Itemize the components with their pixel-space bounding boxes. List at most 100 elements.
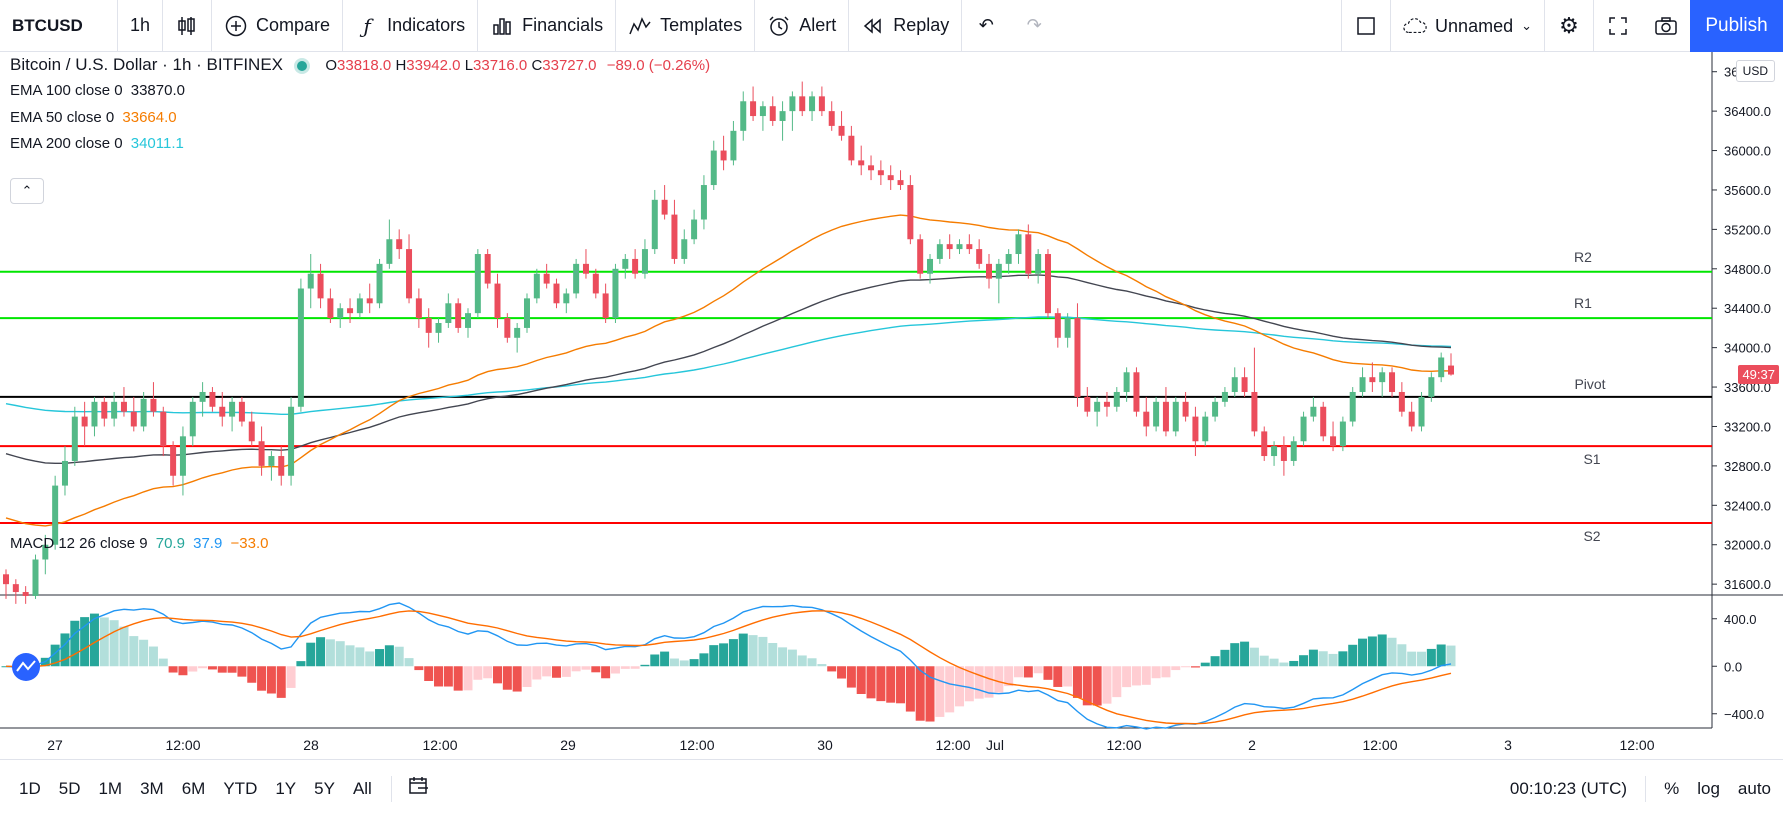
chart-canvas[interactable]: 36800.036400.036000.035600.035200.034800… [0, 52, 1783, 759]
candle[interactable] [1221, 391, 1228, 402]
candle[interactable] [1398, 391, 1405, 412]
undo-button[interactable]: ↶ [962, 0, 1010, 52]
candle[interactable] [671, 214, 678, 259]
candle[interactable] [484, 254, 491, 284]
compare-button[interactable]: Compare [212, 0, 344, 52]
candle[interactable] [1123, 372, 1130, 392]
candle[interactable] [1290, 441, 1297, 461]
candle[interactable] [838, 125, 845, 136]
candle[interactable] [307, 273, 314, 289]
candle[interactable] [120, 401, 127, 412]
candle[interactable] [1074, 318, 1081, 397]
replay-button[interactable]: Replay [849, 0, 963, 52]
candle[interactable] [1448, 365, 1455, 375]
macd-line[interactable] [5, 602, 1452, 730]
interval-button[interactable]: 1h [118, 0, 164, 52]
ema50-line[interactable] [5, 214, 1452, 527]
candle[interactable] [1054, 313, 1061, 338]
candle[interactable] [1418, 396, 1425, 427]
ema200-legend[interactable]: EMA 200 close 0 34011.1 [10, 135, 184, 152]
candle[interactable] [750, 101, 757, 117]
candle[interactable] [238, 401, 245, 422]
fullscreen-button[interactable] [1594, 0, 1642, 52]
candle[interactable] [1339, 421, 1346, 447]
candle[interactable] [229, 401, 236, 417]
candle[interactable] [661, 199, 668, 215]
candle[interactable] [543, 273, 550, 284]
candle[interactable] [455, 303, 462, 328]
candle[interactable] [818, 96, 825, 112]
candle[interactable] [799, 96, 806, 112]
ema200-line[interactable] [5, 316, 1452, 415]
candle[interactable] [170, 446, 177, 476]
candle[interactable] [1320, 406, 1327, 437]
ema100-legend[interactable]: EMA 100 close 0 33870.0 [10, 82, 185, 99]
signal-line[interactable] [5, 610, 1452, 725]
candle[interactable] [150, 398, 157, 412]
candle[interactable] [101, 401, 108, 419]
candle[interactable] [3, 574, 9, 585]
candle[interactable] [140, 398, 147, 427]
layout-name-button[interactable]: Unnamed ⌄ [1391, 0, 1545, 52]
candle[interactable] [71, 416, 78, 461]
candle[interactable] [720, 150, 727, 161]
candle[interactable] [1310, 406, 1317, 417]
candle[interactable] [366, 298, 373, 304]
candle[interactable] [907, 185, 914, 240]
candle[interactable] [268, 456, 275, 466]
alert-button[interactable]: Alert [755, 0, 850, 52]
candle[interactable] [789, 96, 796, 112]
candle[interactable] [1379, 372, 1386, 383]
candle[interactable] [573, 263, 580, 294]
candle[interactable] [209, 391, 216, 407]
candle[interactable] [1369, 377, 1376, 383]
candle[interactable] [622, 258, 629, 269]
candle[interactable] [582, 263, 589, 274]
candle[interactable] [1015, 234, 1022, 255]
candle[interactable] [1172, 401, 1179, 432]
candle[interactable] [1182, 401, 1189, 417]
candle[interactable] [1064, 318, 1071, 338]
candle[interactable] [415, 298, 422, 319]
candle[interactable] [179, 436, 186, 476]
chart-type-button[interactable] [163, 0, 213, 52]
candle[interactable] [946, 244, 953, 250]
candle[interactable] [1143, 411, 1150, 427]
candle[interactable] [887, 175, 894, 181]
candle[interactable] [602, 293, 609, 319]
candle[interactable] [42, 544, 49, 560]
candle[interactable] [828, 111, 835, 126]
range-1y[interactable]: 1Y [275, 778, 297, 798]
candle[interactable] [199, 391, 206, 402]
ema100-line[interactable] [5, 274, 1452, 464]
currency-badge[interactable]: USD [1735, 60, 1775, 82]
candle[interactable] [327, 298, 334, 319]
financials-button[interactable]: Financials [478, 0, 617, 52]
layout-select-button[interactable] [1341, 0, 1392, 52]
range-all[interactable]: All [352, 778, 372, 798]
candle[interactable] [12, 584, 19, 593]
snapshot-button[interactable] [1642, 0, 1690, 52]
log-scale-toggle[interactable]: log [1697, 779, 1720, 798]
candle[interactable] [347, 308, 354, 314]
candle[interactable] [356, 298, 363, 314]
candle[interactable] [1330, 436, 1337, 447]
candle[interactable] [1192, 416, 1199, 442]
candle[interactable] [1261, 431, 1268, 457]
range-1m[interactable]: 1M [98, 778, 123, 798]
candle[interactable] [288, 406, 295, 476]
candle[interactable] [1438, 357, 1445, 378]
candle[interactable] [52, 485, 59, 545]
candle[interactable] [160, 411, 167, 447]
candle[interactable] [504, 318, 511, 338]
candle[interactable] [868, 165, 875, 171]
range-6m[interactable]: 6M [181, 778, 206, 798]
candle[interactable] [1408, 411, 1415, 427]
candle[interactable] [1153, 401, 1160, 427]
candle[interactable] [700, 185, 707, 220]
candle[interactable] [406, 249, 413, 299]
candle[interactable] [514, 327, 521, 338]
templates-button[interactable]: Templates [616, 0, 756, 52]
candle[interactable] [641, 249, 648, 274]
candle[interactable] [523, 298, 530, 328]
